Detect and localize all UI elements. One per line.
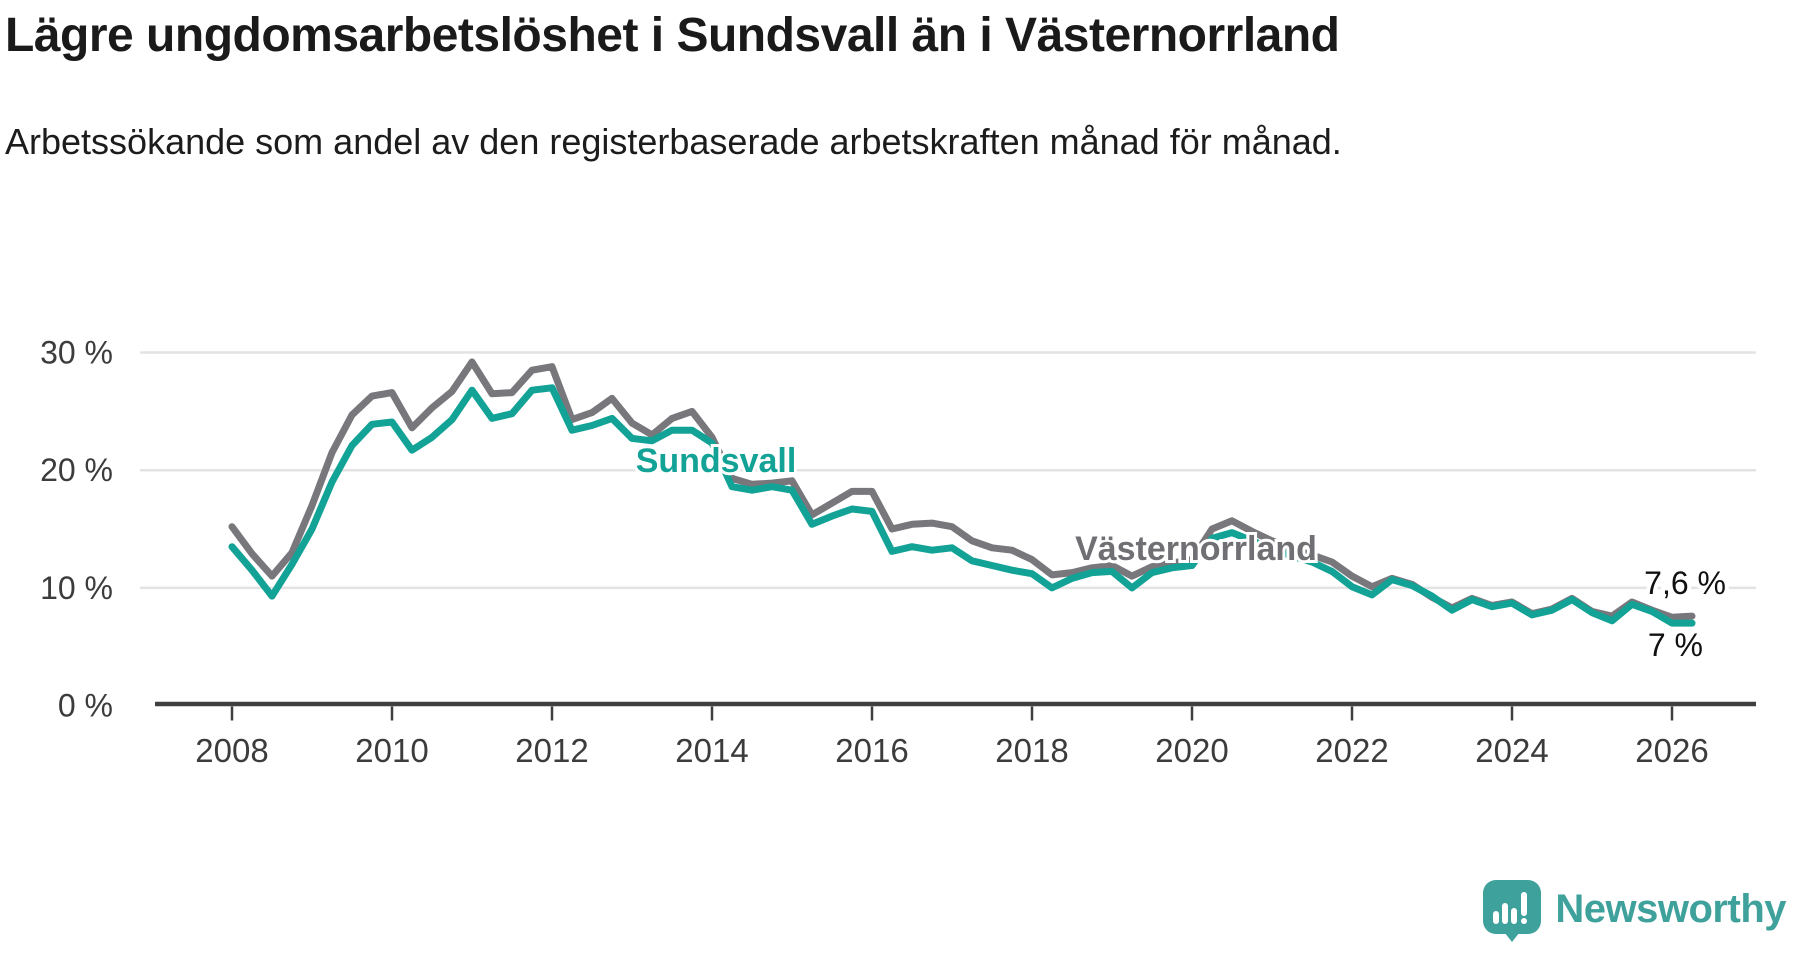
- end-value-label-sundsvall: 7 %: [1648, 627, 1703, 663]
- series-inline-label-sundsvall: Sundsvall: [636, 442, 797, 480]
- newsworthy-chart-bubble-icon: [1483, 880, 1542, 942]
- y-tick-label: 20 %: [40, 452, 113, 488]
- x-tick-label: 2012: [515, 732, 588, 769]
- page-title: Lägre ungdomsarbetslöshet i Sundsvall än…: [5, 9, 1340, 62]
- x-tick-label: 2020: [1155, 732, 1228, 769]
- series-inline-label-västernorrland: Västernorrland: [1075, 530, 1317, 568]
- y-tick-label: 10 %: [40, 570, 113, 606]
- x-tick-label: 2016: [835, 732, 908, 769]
- series-line-sundsvall: [228, 384, 1696, 627]
- chart-subtitle: Arbetssökande som andel av den registerb…: [5, 121, 1342, 162]
- end-value-label-västernorrland: 7,6 %: [1644, 565, 1726, 601]
- y-tick-label: 0 %: [58, 688, 113, 724]
- x-tick-label: 2008: [195, 732, 268, 769]
- brand-name: Newsworthy: [1555, 886, 1786, 931]
- x-tick-label: 2026: [1635, 732, 1708, 769]
- newsworthy-logo: Newsworthy: [1483, 880, 1786, 942]
- x-tick-label: 2024: [1475, 732, 1548, 769]
- y-tick-label: 30 %: [40, 335, 113, 371]
- x-tick-label: 2022: [1315, 732, 1388, 769]
- series-line-västernorrland: [228, 358, 1696, 621]
- chart-header: Lägre ungdomsarbetslöshet i Sundsvall än…: [5, 8, 1765, 169]
- x-tick-label: 2018: [995, 732, 1068, 769]
- x-tick-label: 2010: [355, 732, 428, 769]
- x-tick-label: 2014: [675, 732, 748, 769]
